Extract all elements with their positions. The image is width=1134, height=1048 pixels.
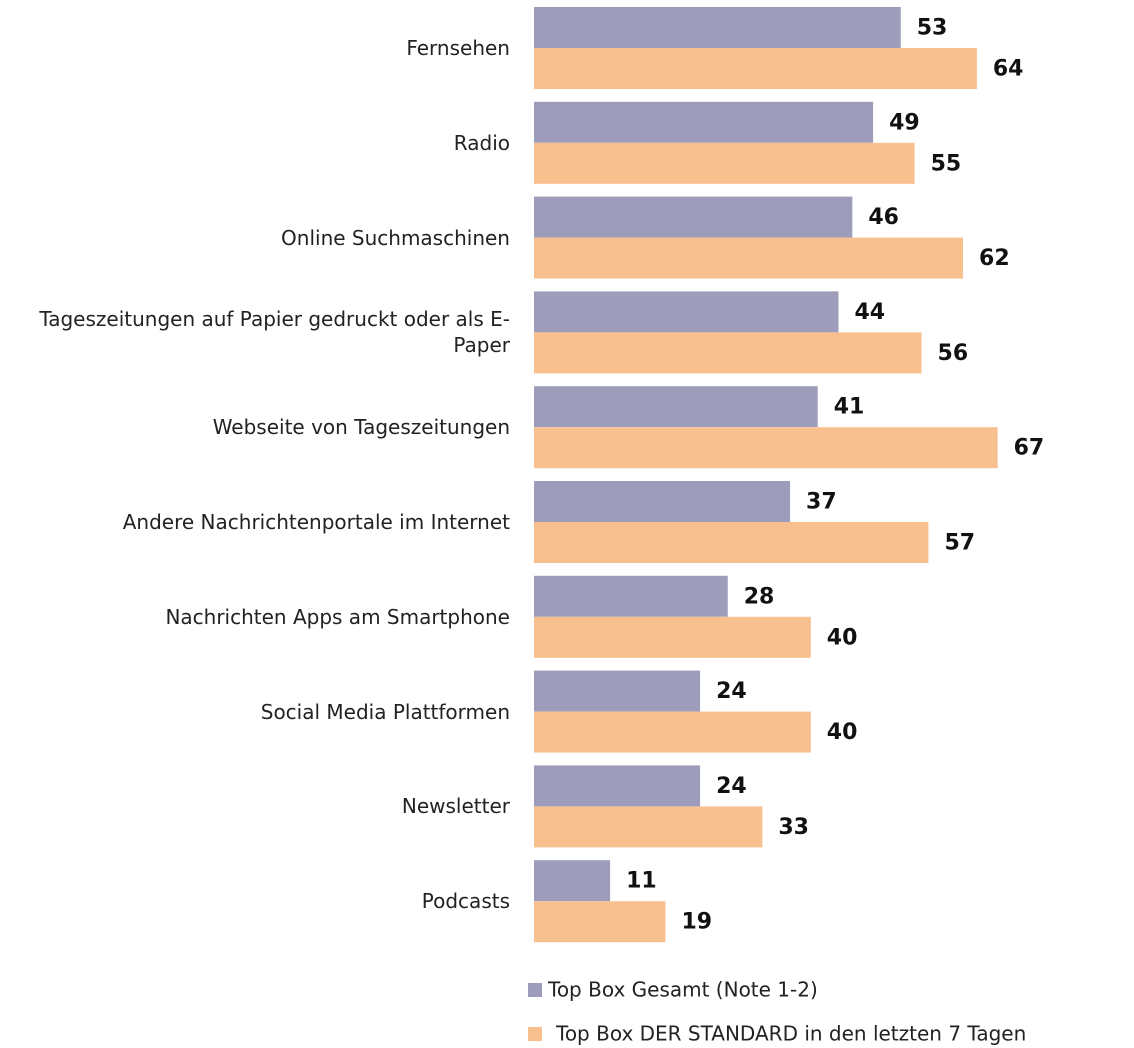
category-label: Radio (453, 130, 510, 155)
bar (534, 7, 901, 48)
category-label: Tageszeitungen auf Papier gedruckt oder … (39, 307, 510, 358)
category-label: Andere Nachrichtenportale im Internet (122, 510, 510, 534)
value-label: 40 (827, 720, 858, 745)
value-label: 11 (626, 869, 657, 894)
bar (534, 522, 929, 563)
legend-swatch (528, 983, 542, 997)
value-label: 41 (834, 395, 865, 420)
category-label: Nachrichten Apps am Smartphone (165, 604, 510, 629)
category-label: Newsletter (401, 794, 510, 819)
value-label: 46 (868, 205, 899, 230)
value-label: 53 (917, 16, 948, 41)
bar (534, 142, 915, 184)
bar (534, 765, 701, 807)
bar (534, 711, 811, 753)
bar (534, 481, 791, 522)
bar (534, 616, 811, 658)
category-label: Fernsehen (406, 36, 510, 60)
value-label: 56 (938, 341, 969, 366)
bar (534, 860, 611, 902)
value-label: 55 (931, 151, 962, 176)
bar (534, 101, 874, 143)
legend-label: Top Box DER STANDARD in den letzten 7 Ta… (555, 1022, 1026, 1046)
bar (534, 196, 853, 238)
bar (534, 427, 998, 469)
category-label: Podcasts (421, 889, 510, 914)
value-label: 24 (716, 774, 747, 799)
value-label: 37 (806, 490, 837, 515)
bar (534, 901, 666, 943)
bar (534, 332, 922, 374)
value-label: 62 (979, 246, 1010, 271)
value-label: 28 (744, 584, 775, 609)
bar (534, 575, 728, 617)
category-label: Online Suchmaschinen (281, 225, 510, 250)
value-label: 33 (778, 815, 809, 840)
legend-swatch (528, 1027, 542, 1041)
value-label: 44 (854, 300, 885, 325)
value-label: 40 (827, 625, 858, 650)
category-label: Webseite von Tageszeitungen (212, 415, 510, 440)
value-label: 19 (681, 910, 712, 935)
value-label: 67 (1014, 436, 1045, 461)
bar (534, 386, 818, 428)
value-label: 24 (716, 679, 747, 704)
value-label: 49 (889, 110, 920, 135)
legend-label: Top Box Gesamt (Note 1-2) (547, 978, 818, 1002)
bar (534, 48, 977, 89)
bar (534, 806, 763, 848)
value-label: 64 (993, 57, 1024, 82)
category-label: Social Media Plattformen (260, 699, 510, 724)
bar (534, 291, 839, 333)
bar (534, 237, 964, 279)
bar (534, 670, 701, 712)
value-label: 57 (944, 531, 975, 556)
